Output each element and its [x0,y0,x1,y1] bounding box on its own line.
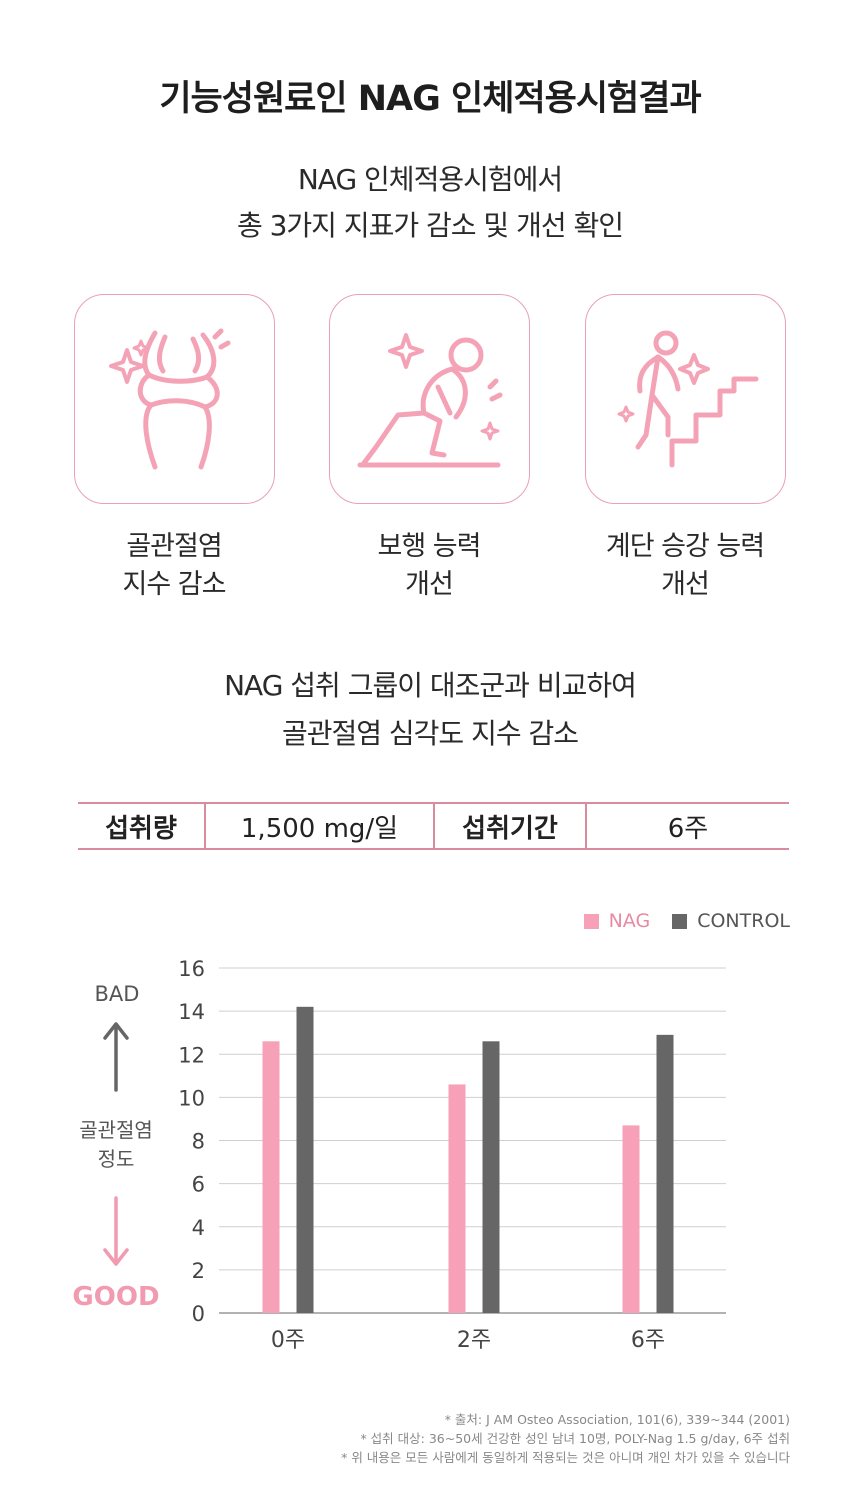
severity-label: 골관절염 정도 [64,1116,168,1174]
indicator-card-osteoarthritis [74,294,275,504]
caption-line: 개선 [661,569,710,600]
bar-control-2주 [482,1041,500,1313]
x-tick-label: 6주 [631,1328,665,1353]
bar-control-6주 [656,1034,674,1313]
period-label: 섭취기간 [433,804,585,848]
subtitle-line-2: 총 3가지 지표가 감소 및 개선 확인 [236,209,624,242]
footnote-disclaimer: * 위 내용은 모든 사람에게 동일하게 적용되는 것은 아니며 개인 차가 있… [341,1450,790,1465]
intake-label: 섭취량 [105,813,177,844]
caption-line: 개선 [405,569,454,600]
legend-label-control: CONTROL [697,910,790,932]
knee-joint-icon [109,328,231,470]
bar-nag-0주 [262,1041,280,1313]
y-tick-label: 14 [178,1000,205,1024]
caption-line: 골관절염 [126,531,222,562]
caption-line: 계단 승강 능력 [605,531,765,562]
legend-swatch-control [672,913,688,929]
indicator-card-stairs [585,294,786,504]
bad-label: BAD [94,982,140,1006]
legend-item-nag: NAG [583,910,651,932]
y-tick-label: 16 [178,957,205,981]
indicator-caption-stairs: 계단 승강 능력 개선 [560,528,810,604]
legend-label-nag: NAG [608,910,651,932]
bar-control-0주 [296,1006,314,1313]
bar-nag-2주 [448,1084,466,1313]
indicator-caption-walking: 보행 능력 개선 [304,528,554,604]
indicator-caption-osteoarthritis: 골관절염 지수 감소 [49,528,299,604]
stairs-person-icon [617,330,759,468]
subtitle-line-1: NAG 인체적용시험에서 [297,163,563,196]
chart-legend: NAG CONTROL [562,910,790,932]
indicator-card-walking [329,294,530,504]
bar-nag-6주 [622,1125,640,1313]
legend-swatch-nag [583,913,599,929]
comparison-line-2: 골관절염 심각도 지수 감소 [281,717,579,750]
y-tick-label: 6 [192,1173,205,1197]
caption-line: 지수 감소 [122,569,227,600]
kneeling-person-icon [357,333,503,468]
arrow-up-icon [103,1022,129,1092]
y-tick-label: 2 [192,1259,205,1283]
y-tick-label: 10 [178,1086,205,1110]
y-tick-label: 4 [192,1216,205,1240]
arrow-down-icon [103,1196,129,1266]
intake-value: 1,500 mg/일 [204,804,433,848]
severity-label-line: 정도 [97,1147,135,1171]
x-tick-label: 0주 [271,1328,305,1353]
y-tick-label: 12 [178,1043,205,1067]
y-tick-label: 0 [192,1302,205,1326]
severity-label-line: 골관절염 [79,1118,153,1142]
footnote-source: * 출처: J AM Osteo Association, 101(6), 33… [444,1412,790,1427]
footnote-subjects: * 섭취 대상: 36~50세 건강한 성인 남녀 10명, POLY-Nag … [360,1431,790,1446]
y-tick-label: 8 [192,1130,205,1154]
x-tick-label: 2주 [457,1328,491,1353]
legend-item-control: CONTROL [672,910,790,932]
page-title: 기능성원료인 NAG 인체적용시험결과 [159,79,701,119]
bar-chart: 0 2 4 6 8 10 12 14 16 0주 2주 6주 [178,957,726,1353]
caption-line: 보행 능력 [377,531,482,562]
comparison-line-1: NAG 섭취 그룹이 대조군과 비교하여 [224,669,637,702]
dose-table: 섭취량 1,500 mg/일 섭취기간 6주 [78,802,789,850]
period-value: 6주 [585,804,789,848]
good-label: GOOD [72,1282,160,1312]
